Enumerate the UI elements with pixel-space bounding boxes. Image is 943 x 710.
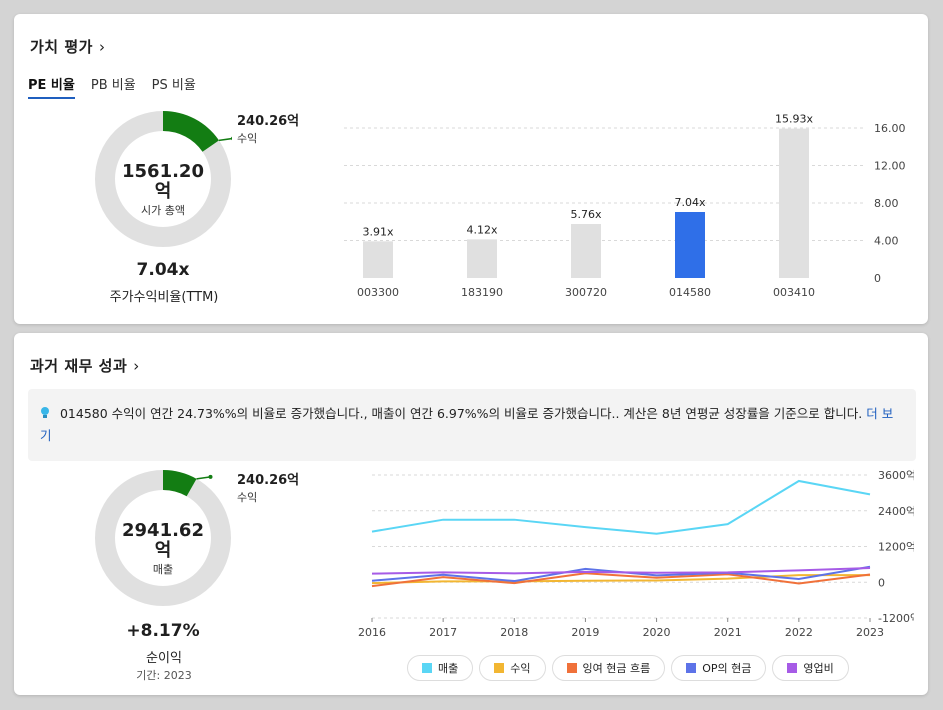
bar-value-label: 5.76x (570, 208, 601, 221)
pe-ratio-label: 주가수익비율(TTM) (109, 290, 219, 305)
performance-title-text: 과거 재무 성과 (30, 357, 128, 375)
revenue-unit: 억 (154, 540, 172, 561)
legend-item[interactable]: 매출 (407, 655, 474, 681)
period-label: 기간: 2023 (136, 669, 192, 682)
x-tick-label: 183190 (461, 286, 503, 299)
y-tick-label: 3600억 (878, 469, 914, 482)
legend-swatch (787, 663, 798, 673)
performance-title[interactable]: 과거 재무 성과 › (30, 355, 140, 376)
x-tick-label: 2021 (714, 626, 742, 639)
legend-item[interactable]: 잉여 현금 흐름 (551, 655, 666, 681)
bar-value-label: 4.12x (466, 223, 497, 236)
x-tick-label: 2016 (358, 626, 386, 639)
earnings-value: 240.26억 (237, 114, 300, 129)
tab-pb-ratio[interactable]: PB 비율 (90, 78, 136, 93)
donut-center: 1561.20 억 시가 총액 (113, 162, 213, 218)
legend-item[interactable]: 영업비 (772, 655, 849, 681)
bar-value-label: 15.93x (775, 113, 813, 126)
bar-014580[interactable] (675, 212, 705, 278)
bar-value-label: 3.91x (362, 225, 393, 238)
see-more-link[interactable]: 더 보기 (40, 406, 894, 443)
pe-ratio-value: 7.04x (136, 260, 190, 280)
revenue-donut-pointer-dot (208, 474, 213, 479)
x-tick-label: 2018 (500, 626, 528, 639)
insight-text: 014580 수익이 연간 24.73%%의 비율로 증가했습니다., 매출이 … (59, 406, 863, 421)
lightbulb-icon (40, 406, 54, 421)
y-tick-label: 0 (878, 576, 885, 589)
revenue-label: 매출 (152, 563, 174, 576)
insight-box: 014580 수익이 연간 24.73%%의 비율로 증가했습니다., 매출이 … (28, 389, 916, 461)
revenue-donut-fill (162, 470, 197, 497)
line-chart-legend: 매출 수익 잉여 현금 흐름 OP의 현금 영업비 (407, 655, 849, 681)
earnings-label: 수익 (237, 491, 258, 504)
y-tick-label: 4.00 (874, 235, 899, 248)
valuation-card: 가치 평가 › PE 비율 PB 비율 PS 비율 1561.20 억 시가 총액… (14, 14, 928, 324)
series-line-영업비 (371, 566, 871, 575)
earnings-label: 수익 (237, 132, 258, 145)
revenue-value: 2941.62 (122, 520, 204, 541)
series-line-OP의 현금 (371, 565, 871, 583)
x-tick-label: 003410 (773, 286, 815, 299)
donut-center: 2941.62 억 매출 (113, 521, 213, 577)
valuation-title-text: 가치 평가 (30, 38, 93, 56)
chevron-right-icon: › (98, 38, 106, 56)
legend-label: 잉여 현금 흐름 (582, 662, 651, 675)
bar-003410[interactable] (779, 128, 809, 278)
revenue-donut (95, 470, 231, 606)
x-tick-label: 2019 (571, 626, 599, 639)
legend-swatch (494, 663, 505, 673)
x-tick-label: 2023 (856, 626, 884, 639)
market-cap-donut-fill (162, 111, 219, 153)
chevron-right-icon: › (133, 357, 140, 375)
market-cap-donut (95, 111, 232, 247)
legend-item[interactable]: OP의 현금 (671, 655, 767, 681)
legend-swatch (686, 663, 697, 673)
y-tick-label: 8.00 (874, 197, 899, 210)
y-tick-label: 1200억 (878, 541, 914, 554)
tab-ps-ratio[interactable]: PS 비율 (151, 78, 196, 93)
market-cap-value: 1561.20 (122, 161, 204, 182)
earnings-value: 240.26억 (237, 473, 300, 488)
y-tick-label: 12.00 (874, 160, 906, 173)
y-tick-label: 2400억 (878, 505, 914, 518)
series-line-매출 (371, 479, 871, 535)
legend-swatch (566, 663, 577, 673)
net-income-growth-value: +8.17% (126, 621, 200, 641)
legend-label: OP의 현금 (702, 662, 752, 675)
market-cap-unit: 억 (154, 181, 172, 202)
bar-003300[interactable] (363, 241, 393, 278)
y-tick-label: -1200억 (878, 612, 914, 625)
market-cap-donut-pointer-dot (231, 136, 232, 141)
x-tick-label: 300720 (565, 286, 607, 299)
legend-label: 영업비 (803, 662, 834, 675)
legend-swatch (422, 663, 432, 673)
market-cap-label: 시가 총액 (141, 204, 185, 217)
valuation-title[interactable]: 가치 평가 › (30, 36, 105, 57)
net-income-growth-label: 순이익 (146, 651, 182, 666)
x-tick-label: 2022 (785, 626, 813, 639)
bar-183190[interactable] (467, 239, 497, 278)
x-tick-label: 2020 (643, 626, 671, 639)
tab-pe-ratio[interactable]: PE 비율 (28, 74, 75, 99)
x-tick-label: 014580 (669, 286, 711, 299)
bar-value-label: 7.04x (674, 196, 705, 209)
y-tick-label: 16.00 (874, 122, 906, 135)
series-line-잉여 현금 흐름 (371, 572, 871, 588)
peer-pe-bar-chart: 0 4.00 8.00 12.00 16.00 3.91x 003300 4.12x 18319… (344, 113, 906, 299)
market-cap-donut-pointer (218, 137, 232, 142)
bar-300720[interactable] (571, 224, 601, 278)
y-tick-label: 0 (874, 272, 881, 285)
x-tick-label: 2017 (429, 626, 457, 639)
x-tick-label: 003300 (357, 286, 399, 299)
legend-label: 수익 (510, 662, 531, 675)
financial-line-chart: 3600억 2400억 1200억 0 -1200억 2016 2017 2018 2019 20… (358, 469, 914, 639)
legend-item[interactable]: 수익 (479, 655, 546, 681)
revenue-donut-pointer (196, 476, 211, 480)
legend-label: 매출 (438, 662, 459, 675)
performance-card: 과거 재무 성과 › 014580 수익이 연간 24.73%%의 비율로 증가했… (14, 333, 928, 695)
ratio-tabs: PE 비율 PB 비율 PS 비율 (28, 74, 196, 99)
series-line-수익 (371, 574, 870, 585)
